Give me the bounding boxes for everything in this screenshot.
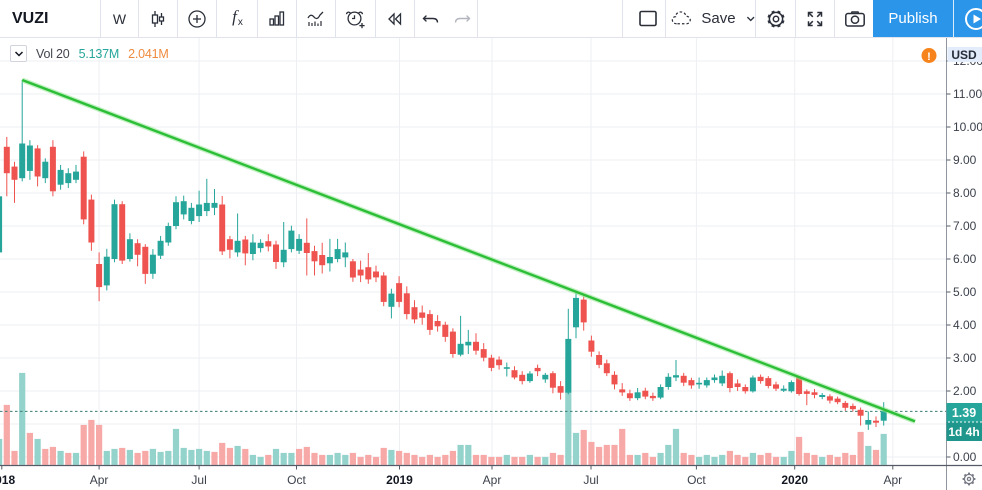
svg-text:2018: 2018	[0, 473, 15, 487]
svg-text:!: !	[927, 51, 931, 63]
svg-text:5.00: 5.00	[953, 285, 977, 299]
svg-text:1.39: 1.39	[952, 406, 976, 420]
svg-text:Apr: Apr	[883, 473, 902, 487]
svg-text:6.00: 6.00	[953, 252, 977, 266]
svg-text:1d 4h: 1d 4h	[948, 425, 979, 439]
svg-text:9.00: 9.00	[953, 153, 977, 167]
svg-text:3.00: 3.00	[953, 351, 977, 365]
svg-text:2.00: 2.00	[953, 384, 977, 398]
svg-text:11.00: 11.00	[953, 87, 982, 101]
svg-text:2019: 2019	[386, 473, 413, 487]
svg-text:Jul: Jul	[191, 473, 206, 487]
svg-text:0.00: 0.00	[953, 450, 977, 464]
svg-text:USD: USD	[951, 48, 977, 62]
svg-text:Oct: Oct	[287, 473, 306, 487]
svg-text:Jul: Jul	[583, 473, 598, 487]
svg-text:10.00: 10.00	[953, 120, 982, 134]
svg-text:2020: 2020	[781, 473, 808, 487]
svg-text:4.00: 4.00	[953, 318, 977, 332]
svg-text:Apr: Apr	[483, 473, 502, 487]
svg-text:8.00: 8.00	[953, 186, 977, 200]
svg-text:Apr: Apr	[90, 473, 109, 487]
svg-text:Oct: Oct	[687, 473, 706, 487]
svg-text:7.00: 7.00	[953, 219, 977, 233]
